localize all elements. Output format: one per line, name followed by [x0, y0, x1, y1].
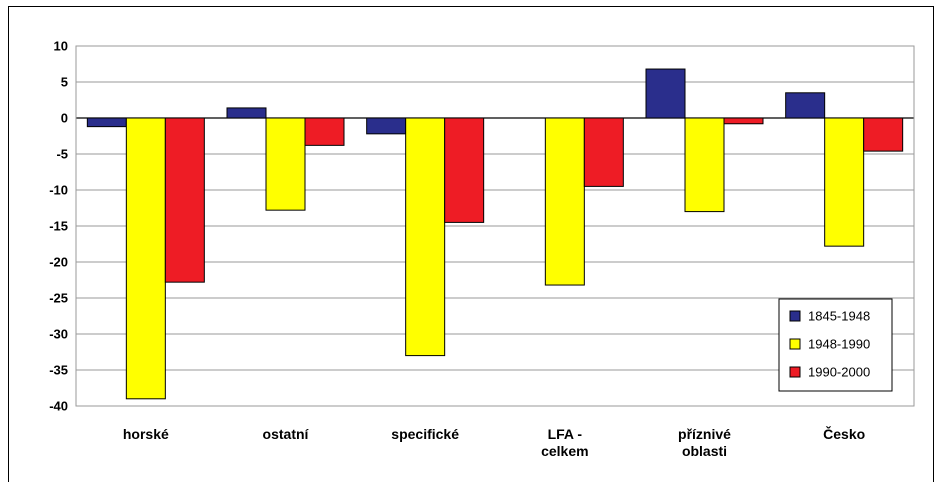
y-tick-label: -5 — [56, 147, 68, 162]
y-tick-label: -10 — [49, 183, 68, 198]
category-label-line: horské — [123, 426, 169, 442]
bar-1990-2000-2 — [444, 117, 485, 223]
category-label: specifické — [391, 426, 459, 442]
category-label-line: specifické — [391, 426, 459, 442]
bar-1948-1990-2 — [405, 117, 446, 357]
y-tick-label: 10 — [54, 39, 68, 54]
category-label: LFA -celkem — [541, 426, 588, 459]
x-axis-category-labels: horské ostatní specifické LFA -celkem přízni… — [123, 425, 865, 459]
bar-1948-1990-0 — [125, 117, 166, 400]
y-tick-label: -30 — [49, 327, 68, 342]
bar-1845-1948-2 — [366, 117, 407, 135]
plot-area-border — [75, 45, 915, 407]
y-axis-tick-labels: 10 5 0 -5 -10 -15 -20 -25 -30 -35 -40 — [49, 39, 68, 414]
category-label: příznivé oblasti — [678, 426, 731, 459]
bar-1990-2000-0 — [164, 117, 205, 283]
bar-1948-1990-3 — [544, 117, 585, 286]
legend-swatch — [789, 338, 801, 350]
y-tick-label: 0 — [61, 111, 68, 126]
bar-1845-1948-0 — [86, 117, 127, 128]
bar-1845-1948-1 — [226, 107, 267, 119]
legend-swatch — [789, 310, 801, 322]
bars — [86, 68, 904, 400]
y-tick-label: -20 — [49, 255, 68, 270]
y-tick-label: -40 — [49, 399, 68, 414]
category-label-line: ostatní — [263, 426, 310, 442]
bar-1990-2000-4 — [723, 117, 764, 125]
bar-1948-1990-1 — [265, 117, 306, 211]
category-label-line: LFA - — [548, 426, 583, 442]
bar-1845-1948-4 — [645, 68, 686, 119]
bar-1948-1990-4 — [684, 117, 725, 213]
plot-area-outline — [75, 45, 915, 407]
bar-1948-1990-5 — [824, 117, 865, 247]
category-label-line: celkem — [541, 443, 588, 459]
category-label: ostatní — [263, 426, 310, 442]
category-label-line: příznivé — [678, 426, 731, 442]
bar-1845-1948-5 — [785, 92, 826, 119]
legend-label: 1948-1990 — [808, 337, 870, 352]
bar-1990-2000-3 — [583, 117, 624, 187]
bar-1990-2000-1 — [304, 117, 345, 146]
chart-frame — [8, 6, 934, 482]
y-tick-label: -25 — [49, 291, 68, 306]
category-label-line: oblasti — [682, 443, 727, 459]
category-label-line: Česko — [823, 425, 865, 442]
legend-label: 1845-1948 — [808, 309, 870, 324]
bar-1990-2000-5 — [863, 117, 904, 152]
legend: 1845-1948 1948-1990 1990-2000 — [778, 298, 893, 392]
category-label: Česko — [823, 425, 865, 442]
y-tick-label: 5 — [61, 75, 68, 90]
legend-label: 1990-2000 — [808, 365, 870, 380]
y-tick-label: -15 — [49, 219, 68, 234]
legend-swatch — [789, 366, 801, 378]
category-label: horské — [123, 426, 169, 442]
y-tick-label: -35 — [49, 363, 68, 378]
